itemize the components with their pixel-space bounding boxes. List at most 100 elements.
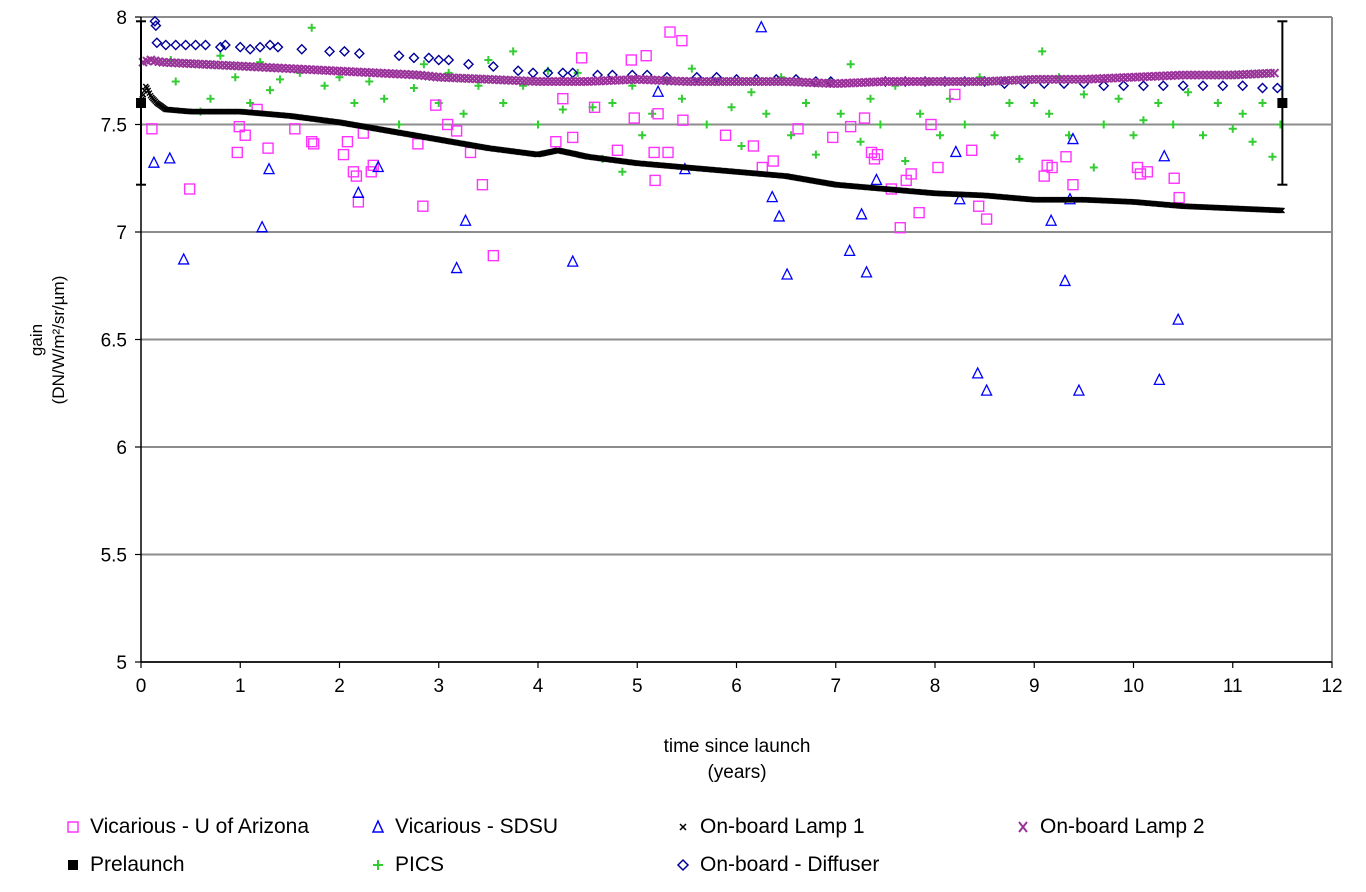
data-point [1217, 80, 1229, 92]
data-point [487, 249, 500, 262]
data-point [901, 157, 910, 166]
data-point [844, 120, 857, 133]
data-point [649, 174, 661, 187]
data-point [905, 168, 917, 180]
series-pics [166, 23, 1285, 176]
data-point [1045, 213, 1058, 226]
data-point [412, 138, 424, 150]
y-tick-label: 8 [116, 8, 127, 29]
data-point [183, 183, 196, 195]
data-point [811, 150, 820, 159]
data-point [935, 131, 944, 140]
data-point [843, 243, 856, 257]
data-point [372, 160, 385, 173]
x-tick-label: 0 [136, 676, 147, 697]
data-point [1134, 168, 1147, 180]
x-tick-label: 8 [930, 676, 941, 697]
data-point [296, 43, 308, 55]
data-point [1157, 80, 1169, 92]
y-tick-label: 6 [116, 438, 127, 459]
data-point [353, 48, 365, 60]
plus-marker-icon [373, 860, 383, 870]
data-point [430, 99, 442, 111]
y-tick-label: 7 [116, 223, 127, 244]
data-point [625, 54, 637, 66]
data-point [275, 75, 284, 84]
data-point [971, 366, 984, 379]
data-point [433, 54, 445, 66]
data-point [1172, 312, 1185, 325]
legend-label: PICS [395, 853, 445, 876]
data-point [484, 56, 493, 64]
data-point [855, 207, 868, 220]
data-point [262, 142, 274, 154]
data-point [1197, 80, 1209, 92]
data-point [450, 125, 463, 137]
data-point [557, 92, 569, 105]
y-tick-label: 7.5 [101, 116, 127, 137]
data-point [846, 60, 855, 69]
data-point [534, 120, 542, 129]
data-point [350, 99, 359, 107]
data-point [443, 54, 455, 66]
data-point [550, 135, 562, 148]
legend-label: On-board - Diffuser [700, 853, 880, 876]
data-point [870, 172, 883, 186]
data-point [652, 108, 664, 120]
x-tick-label: 4 [533, 676, 544, 697]
data-point [687, 64, 696, 73]
legend-item-lamp-1: On-board Lamp 1 [670, 815, 1010, 839]
legend-item-diffuser: On-board - Diffuser [670, 853, 1010, 877]
legend-item-pics: PICS [365, 853, 670, 877]
x-tick-label: 6 [731, 676, 742, 697]
data-point [1154, 99, 1163, 107]
data-point [980, 383, 993, 396]
data-point [925, 118, 937, 131]
data-point [150, 20, 162, 32]
data-point [264, 39, 276, 51]
data-point [320, 81, 329, 90]
data-point [1129, 131, 1138, 140]
legend-label: Vicarious - SDSU [395, 815, 558, 838]
data-point [441, 118, 454, 131]
data-point [1139, 116, 1148, 125]
data-point [170, 39, 182, 51]
x-marker-icon [679, 823, 687, 831]
data-point [1257, 82, 1269, 94]
legend-label: On-board Lamp 2 [1040, 815, 1205, 838]
data-point [244, 43, 256, 55]
series-vicarious-sdsu [147, 20, 1185, 396]
data-point [200, 39, 212, 51]
data-point [767, 155, 779, 167]
data-point [216, 51, 225, 60]
data-point [262, 162, 276, 175]
legend-row-2: Prelaunch PICS On-board - Diffuser [60, 846, 1350, 884]
data-point [450, 261, 463, 274]
data-point [871, 148, 884, 161]
data-point [338, 45, 350, 57]
data-point [1005, 99, 1014, 107]
x-tick-label: 9 [1029, 676, 1040, 697]
data-point [611, 144, 624, 157]
triangle-marker-icon [371, 819, 385, 833]
data-point [254, 41, 266, 53]
legend-item-lamp-2: On-board Lamp 2 [1010, 815, 1310, 839]
data-point [1046, 161, 1058, 174]
data-point [1072, 383, 1085, 396]
data-point [289, 123, 301, 135]
chart-plot: 55.566.577.580 1 2 3 4 5 6 7 8 9 10 11 12 gain (DN/W… [27, 8, 1343, 783]
data-point [575, 52, 588, 64]
legend-item-vicarious-arizona: Vicarious - U of Arizona [60, 815, 365, 839]
data-point [409, 83, 418, 92]
data-point [352, 196, 365, 208]
data-point [160, 39, 172, 51]
data-point [231, 146, 243, 159]
data-point [423, 52, 435, 64]
data-point [1269, 68, 1280, 78]
data-point [352, 185, 365, 198]
data-point [801, 99, 810, 107]
data-point [177, 252, 190, 265]
data-point [350, 170, 363, 182]
legend-item-prelaunch: Prelaunch [60, 853, 365, 877]
data-point [618, 167, 627, 176]
